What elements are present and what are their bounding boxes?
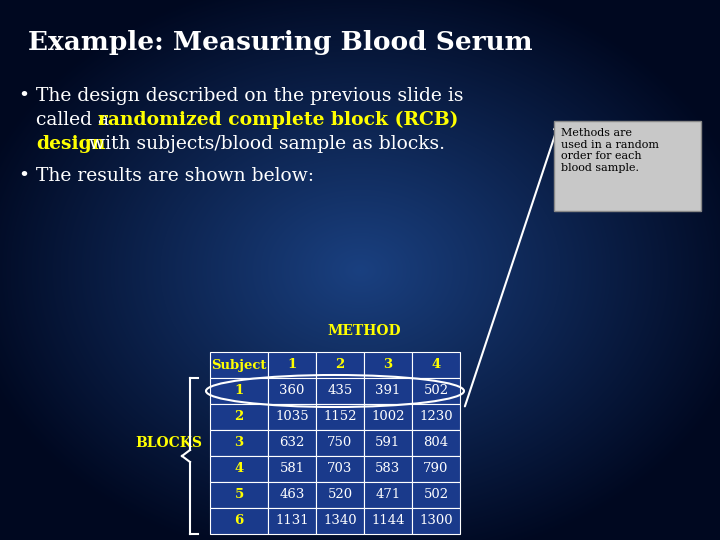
Text: 471: 471 bbox=[375, 489, 400, 502]
Bar bbox=[268, 352, 316, 378]
Bar bbox=[364, 404, 412, 430]
Bar bbox=[412, 378, 460, 404]
Bar bbox=[268, 508, 316, 534]
Bar bbox=[364, 352, 412, 378]
Bar bbox=[210, 352, 268, 378]
Bar bbox=[268, 404, 316, 430]
Bar bbox=[364, 378, 412, 404]
Bar bbox=[268, 378, 316, 404]
Bar bbox=[316, 430, 364, 456]
Text: with subjects/blood sample as blocks.: with subjects/blood sample as blocks. bbox=[83, 135, 445, 153]
Bar bbox=[210, 456, 268, 482]
Text: 391: 391 bbox=[375, 384, 401, 397]
FancyBboxPatch shape bbox=[554, 121, 701, 211]
Text: •: • bbox=[18, 87, 29, 105]
Bar bbox=[316, 482, 364, 508]
Text: 1035: 1035 bbox=[275, 410, 309, 423]
Text: 502: 502 bbox=[423, 384, 449, 397]
Text: Subject: Subject bbox=[211, 359, 266, 372]
Text: BLOCKS: BLOCKS bbox=[135, 436, 202, 450]
Bar bbox=[316, 456, 364, 482]
Bar bbox=[210, 482, 268, 508]
Text: 5: 5 bbox=[235, 489, 243, 502]
Bar bbox=[412, 482, 460, 508]
Text: 703: 703 bbox=[328, 462, 353, 476]
Bar bbox=[412, 352, 460, 378]
Bar bbox=[364, 430, 412, 456]
Bar bbox=[268, 430, 316, 456]
Text: 435: 435 bbox=[328, 384, 353, 397]
Text: 632: 632 bbox=[279, 436, 305, 449]
Text: 3: 3 bbox=[235, 436, 243, 449]
Text: 1300: 1300 bbox=[419, 515, 453, 528]
Text: 463: 463 bbox=[279, 489, 305, 502]
Bar bbox=[412, 508, 460, 534]
Text: Methods are
used in a random
order for each
blood sample.: Methods are used in a random order for e… bbox=[561, 128, 659, 173]
Text: 1152: 1152 bbox=[323, 410, 356, 423]
Bar bbox=[210, 378, 268, 404]
Text: 1144: 1144 bbox=[372, 515, 405, 528]
Bar bbox=[364, 508, 412, 534]
Text: 790: 790 bbox=[423, 462, 449, 476]
Text: 520: 520 bbox=[328, 489, 353, 502]
Text: Example: Measuring Blood Serum: Example: Measuring Blood Serum bbox=[28, 30, 533, 55]
Text: 2: 2 bbox=[336, 359, 345, 372]
Bar bbox=[316, 378, 364, 404]
Bar bbox=[210, 404, 268, 430]
Text: 591: 591 bbox=[375, 436, 400, 449]
Bar bbox=[316, 404, 364, 430]
Bar bbox=[412, 456, 460, 482]
Text: •: • bbox=[18, 167, 29, 185]
Text: called a: called a bbox=[36, 111, 115, 129]
Text: 1: 1 bbox=[235, 384, 243, 397]
Text: 804: 804 bbox=[423, 436, 449, 449]
Text: The results are shown below:: The results are shown below: bbox=[36, 167, 314, 185]
Bar bbox=[412, 430, 460, 456]
Text: randomized complete block (RCB): randomized complete block (RCB) bbox=[98, 111, 459, 129]
Text: design: design bbox=[36, 135, 105, 153]
Text: 6: 6 bbox=[235, 515, 243, 528]
Bar bbox=[268, 482, 316, 508]
Text: 581: 581 bbox=[279, 462, 305, 476]
Text: 4: 4 bbox=[431, 359, 441, 372]
Text: 3: 3 bbox=[384, 359, 392, 372]
Text: 502: 502 bbox=[423, 489, 449, 502]
Text: 750: 750 bbox=[328, 436, 353, 449]
Text: 583: 583 bbox=[375, 462, 400, 476]
Bar bbox=[210, 508, 268, 534]
Text: 1002: 1002 bbox=[372, 410, 405, 423]
Bar bbox=[316, 352, 364, 378]
Text: The design described on the previous slide is: The design described on the previous sli… bbox=[36, 87, 464, 105]
Text: 1340: 1340 bbox=[323, 515, 357, 528]
Text: 1230: 1230 bbox=[419, 410, 453, 423]
Text: METHOD: METHOD bbox=[327, 324, 401, 338]
Bar bbox=[210, 430, 268, 456]
Bar bbox=[316, 508, 364, 534]
Text: 360: 360 bbox=[279, 384, 305, 397]
Text: 4: 4 bbox=[235, 462, 243, 476]
Text: 1131: 1131 bbox=[275, 515, 309, 528]
Bar bbox=[364, 482, 412, 508]
Text: 2: 2 bbox=[235, 410, 243, 423]
Bar bbox=[412, 404, 460, 430]
Text: 1: 1 bbox=[287, 359, 297, 372]
Bar bbox=[364, 456, 412, 482]
Bar bbox=[268, 456, 316, 482]
